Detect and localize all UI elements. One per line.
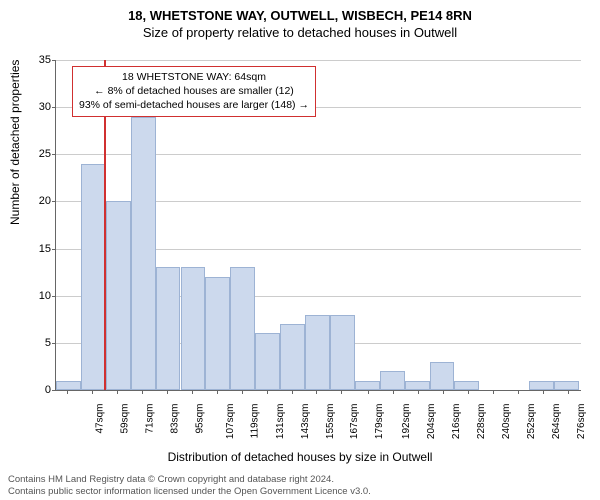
x-tick-mark bbox=[92, 390, 93, 394]
y-tick-container: 05101520253035 bbox=[0, 60, 55, 390]
annotation-line1: 18 WHETSTONE WAY: 64sqm bbox=[79, 70, 309, 84]
x-tick-label: 167sqm bbox=[350, 404, 361, 440]
x-tick-mark bbox=[217, 390, 218, 394]
y-tick-label: 35 bbox=[39, 54, 51, 66]
histogram-bar bbox=[181, 267, 206, 390]
histogram-bar bbox=[280, 324, 305, 390]
x-tick-mark bbox=[443, 390, 444, 394]
histogram-bar bbox=[56, 381, 81, 390]
x-tick-label: 252sqm bbox=[526, 404, 537, 440]
x-tick-mark bbox=[468, 390, 469, 394]
x-tick-mark bbox=[242, 390, 243, 394]
histogram-bar bbox=[81, 164, 106, 390]
footer-line1: Contains HM Land Registry data © Crown c… bbox=[8, 474, 371, 485]
chart-title-sub: Size of property relative to detached ho… bbox=[0, 23, 600, 40]
footer-line2: Contains public sector information licen… bbox=[8, 486, 371, 497]
histogram-bar bbox=[330, 315, 355, 390]
x-tick-label: 204sqm bbox=[426, 404, 437, 440]
histogram-bar bbox=[430, 362, 455, 390]
x-tick-mark bbox=[341, 390, 342, 394]
annotation-line2: ← 8% of detached houses are smaller (12) bbox=[79, 84, 309, 98]
x-tick-label: 107sqm bbox=[225, 404, 236, 440]
x-tick-label: 119sqm bbox=[249, 404, 260, 439]
x-tick-label: 216sqm bbox=[451, 404, 462, 440]
x-tick-mark bbox=[543, 390, 544, 394]
x-tick-label: 47sqm bbox=[95, 404, 106, 434]
histogram-bar bbox=[106, 201, 131, 390]
footer-attribution: Contains HM Land Registry data © Crown c… bbox=[8, 474, 371, 497]
x-tick-label: 179sqm bbox=[374, 404, 385, 440]
histogram-bar bbox=[554, 381, 579, 390]
x-tick-label: 59sqm bbox=[120, 404, 131, 434]
x-tick-container: 47sqm 59sqm 71sqm 83sqm 95sqm 107sqm 119sqm 131… bbox=[55, 390, 580, 445]
x-tick-mark bbox=[67, 390, 68, 394]
histogram-bar bbox=[156, 267, 181, 390]
x-tick-mark bbox=[368, 390, 369, 394]
x-tick-label: 143sqm bbox=[300, 404, 311, 440]
y-tick-label: 20 bbox=[39, 195, 51, 207]
chart-title-main: 18, WHETSTONE WAY, OUTWELL, WISBECH, PE1… bbox=[0, 0, 600, 23]
x-tick-label: 276sqm bbox=[576, 404, 587, 440]
histogram-bar bbox=[255, 333, 280, 390]
histogram-bar bbox=[131, 117, 156, 390]
x-tick-mark bbox=[292, 390, 293, 394]
y-tick-label: 0 bbox=[45, 384, 51, 396]
x-tick-label: 71sqm bbox=[145, 404, 156, 434]
x-tick-mark bbox=[493, 390, 494, 394]
x-tick-mark bbox=[192, 390, 193, 394]
x-axis-label: Distribution of detached houses by size … bbox=[0, 450, 600, 464]
x-tick-label: 95sqm bbox=[195, 404, 206, 434]
histogram-bar bbox=[405, 381, 430, 390]
histogram-bar bbox=[230, 267, 255, 390]
histogram-bar bbox=[305, 315, 330, 390]
x-tick-mark bbox=[418, 390, 419, 394]
histogram-bar bbox=[355, 381, 380, 390]
y-tick-label: 10 bbox=[39, 290, 51, 302]
annotation-line3: 93% of semi-detached houses are larger (… bbox=[79, 98, 309, 112]
x-tick-mark bbox=[267, 390, 268, 394]
histogram-bar bbox=[454, 381, 479, 390]
grid-line bbox=[56, 60, 581, 61]
x-tick-mark bbox=[518, 390, 519, 394]
histogram-bar bbox=[380, 371, 405, 390]
x-tick-mark bbox=[568, 390, 569, 394]
x-tick-label: 192sqm bbox=[401, 404, 412, 440]
histogram-bar bbox=[205, 277, 230, 390]
x-tick-label: 228sqm bbox=[476, 404, 487, 440]
y-tick-label: 15 bbox=[39, 243, 51, 255]
x-tick-mark bbox=[167, 390, 168, 394]
histogram-bar bbox=[529, 381, 554, 390]
x-tick-label: 83sqm bbox=[170, 404, 181, 434]
x-tick-label: 240sqm bbox=[501, 404, 512, 440]
x-tick-label: 131sqm bbox=[275, 404, 286, 440]
annotation-box: 18 WHETSTONE WAY: 64sqm ← 8% of detached… bbox=[72, 66, 316, 117]
x-tick-mark bbox=[393, 390, 394, 394]
x-tick-mark bbox=[316, 390, 317, 394]
x-tick-mark bbox=[142, 390, 143, 394]
chart-plot-area: 18 WHETSTONE WAY: 64sqm ← 8% of detached… bbox=[55, 60, 581, 391]
x-tick-label: 264sqm bbox=[551, 404, 562, 440]
y-tick-label: 25 bbox=[39, 148, 51, 160]
y-tick-label: 30 bbox=[39, 101, 51, 113]
y-tick-label: 5 bbox=[45, 337, 51, 349]
x-tick-mark bbox=[117, 390, 118, 394]
x-tick-label: 155sqm bbox=[325, 404, 336, 440]
